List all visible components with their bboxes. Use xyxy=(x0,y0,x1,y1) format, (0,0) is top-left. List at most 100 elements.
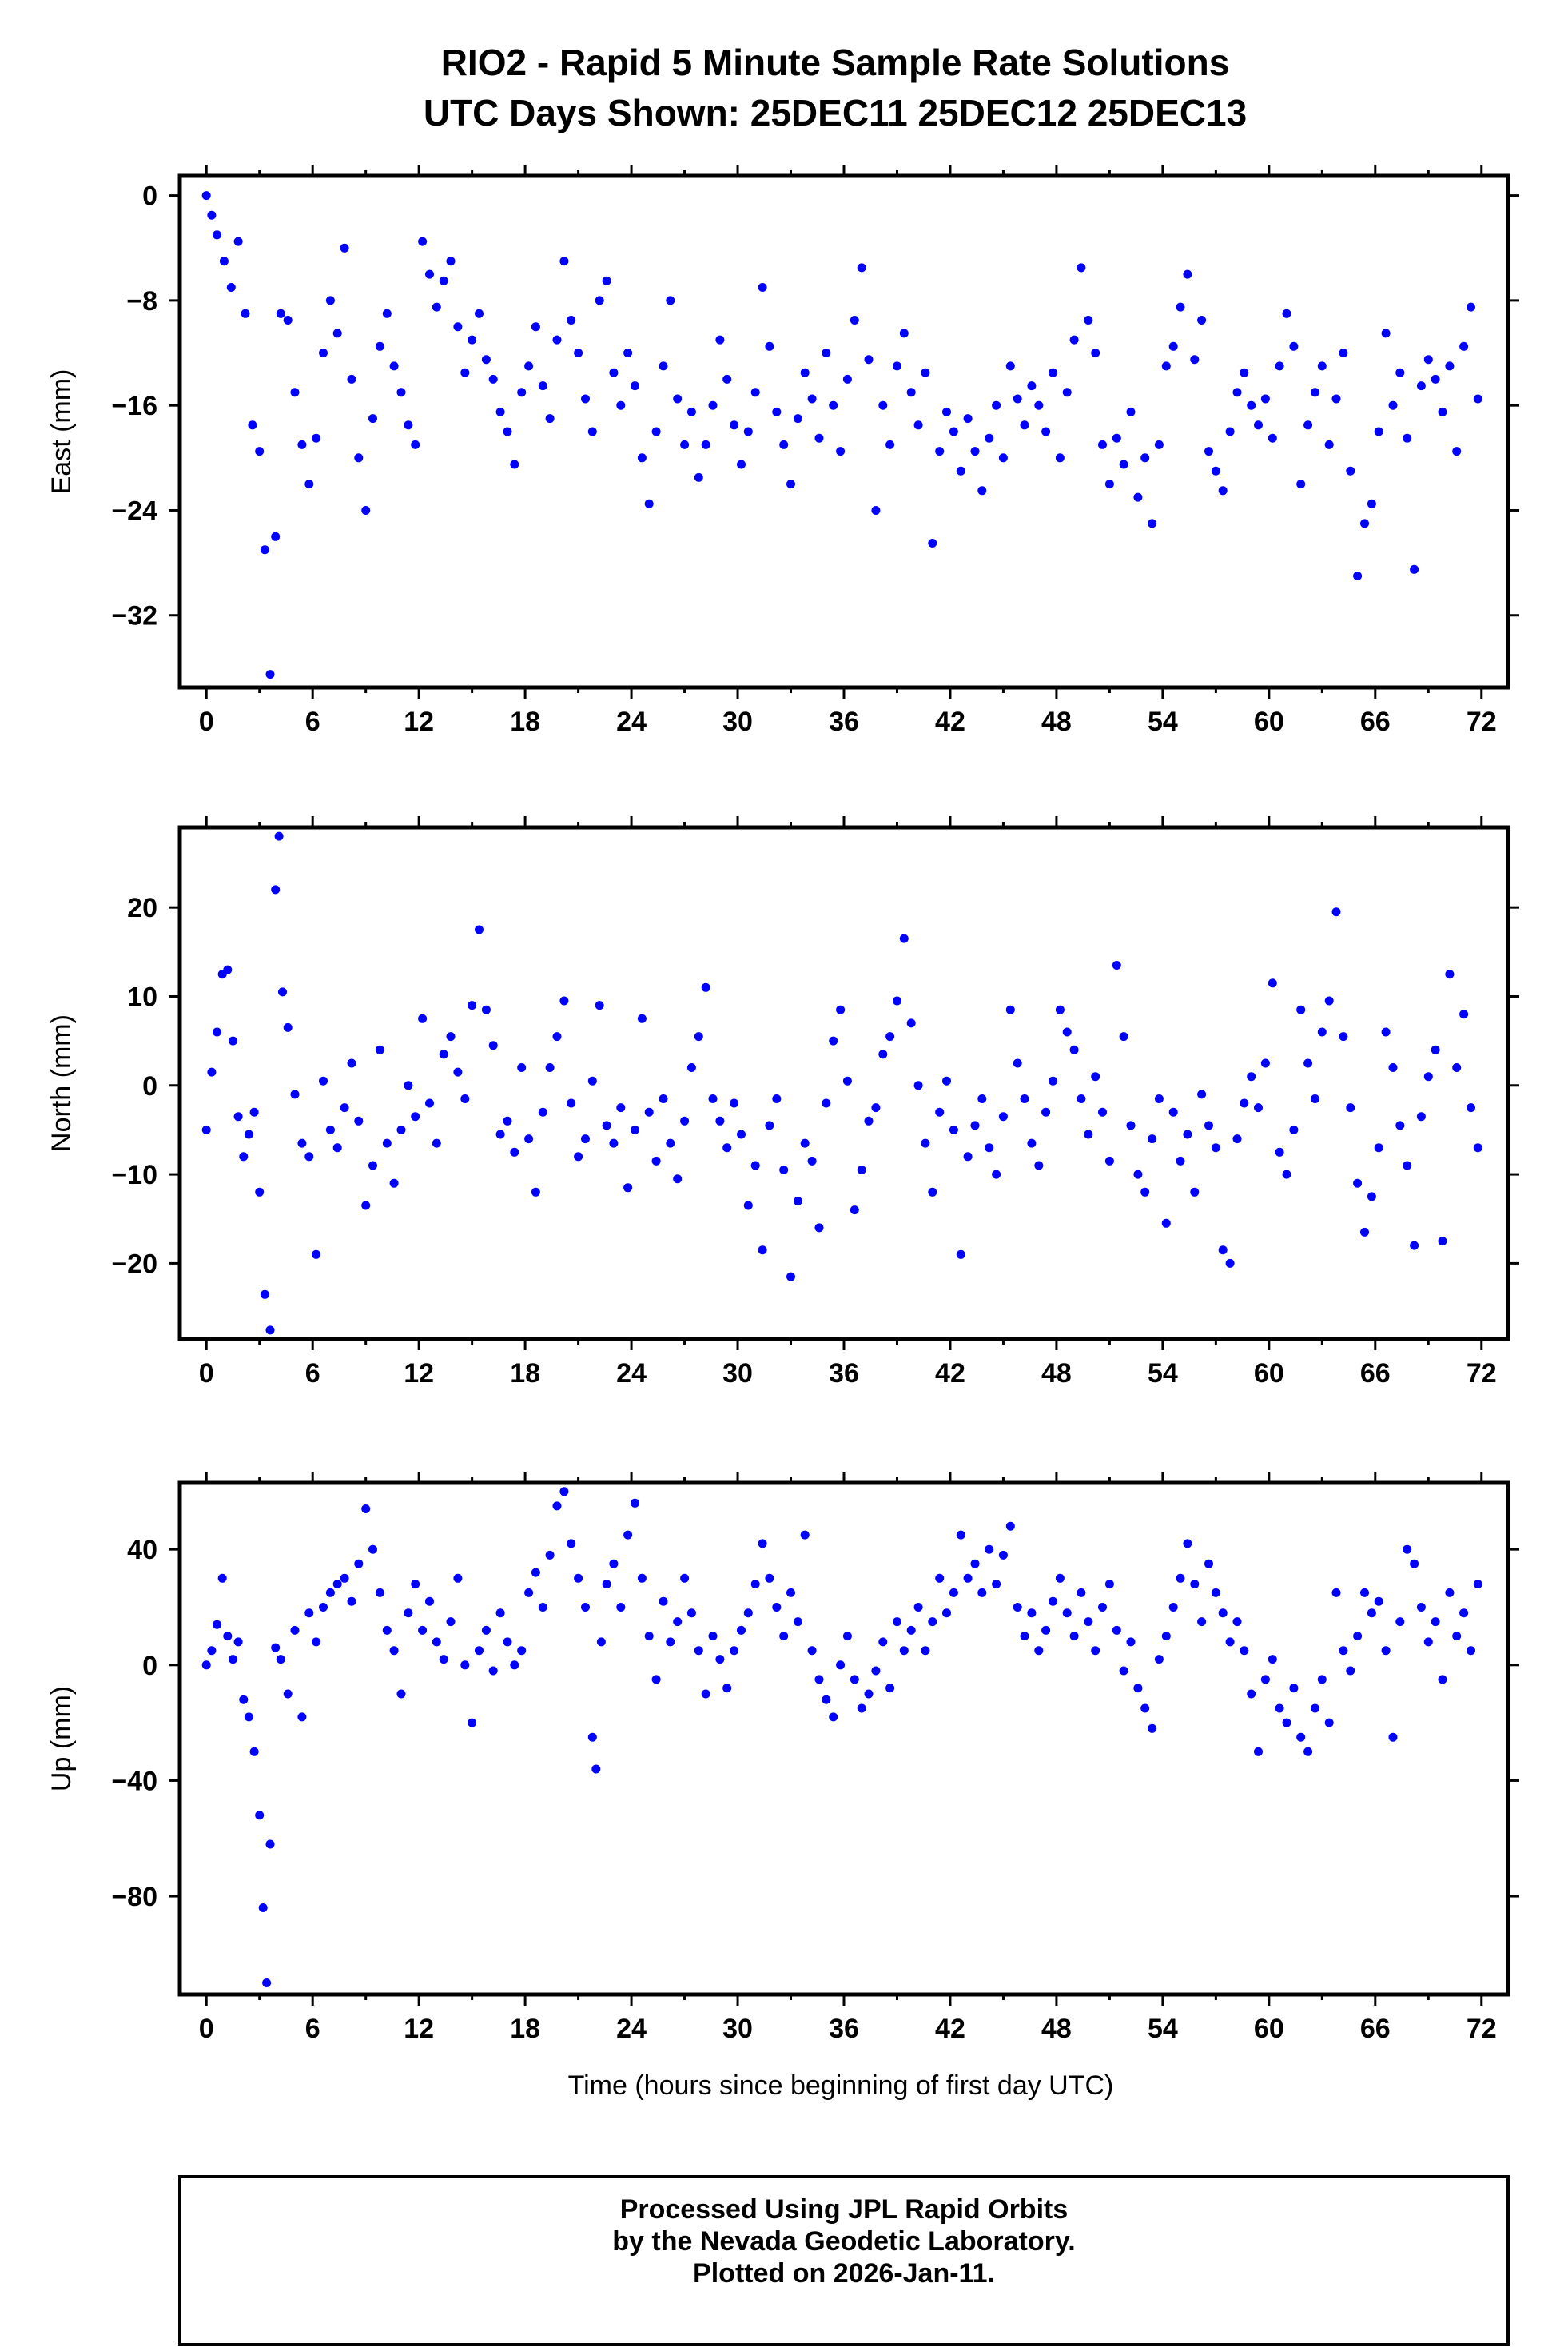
up-point xyxy=(389,1646,399,1656)
up-point xyxy=(265,1839,275,1849)
north-point xyxy=(587,1076,597,1086)
north-point xyxy=(319,1076,328,1086)
north-y-tick-label: 20 xyxy=(127,893,157,923)
north-point xyxy=(439,1050,448,1059)
up-point xyxy=(1339,1646,1348,1656)
up-point xyxy=(1041,1625,1051,1635)
north-point xyxy=(581,1134,590,1144)
north-point xyxy=(233,1112,243,1122)
east-point xyxy=(460,368,470,377)
up-point xyxy=(1148,1723,1157,1733)
east-point xyxy=(1077,263,1086,273)
up-point xyxy=(1360,1588,1369,1597)
east-point xyxy=(1084,316,1093,325)
east-point xyxy=(616,400,626,410)
north-point xyxy=(1374,1143,1383,1153)
east-point xyxy=(453,322,463,332)
north-point xyxy=(524,1134,534,1144)
up-point xyxy=(325,1588,335,1597)
east-point xyxy=(1119,460,1128,469)
east-point xyxy=(226,283,236,292)
east-point xyxy=(822,349,831,357)
east-point xyxy=(375,341,384,351)
north-point xyxy=(743,1201,753,1210)
east-point xyxy=(779,440,789,449)
north-point xyxy=(864,1116,874,1126)
east-point xyxy=(1403,433,1412,443)
north-point xyxy=(1346,1103,1355,1113)
north-x-tick-label: 24 xyxy=(616,1358,647,1389)
up-point xyxy=(1254,1747,1263,1756)
east-point xyxy=(1289,341,1299,351)
up-point xyxy=(1168,1603,1178,1612)
up-point xyxy=(686,1608,696,1618)
north-point xyxy=(609,1138,619,1148)
north-panel: 0 6 12 18 24 30 36 42 48 54 60 66 72 20 10 0 −10 −20 North… xyxy=(46,816,1519,1389)
east-point xyxy=(878,400,888,410)
up-point xyxy=(1374,1596,1383,1606)
north-point xyxy=(1260,1058,1270,1068)
up-point xyxy=(871,1666,881,1676)
north-point xyxy=(878,1050,888,1059)
east-point xyxy=(1232,388,1242,397)
up-point xyxy=(1410,1559,1419,1568)
up-point xyxy=(602,1580,611,1589)
up-point xyxy=(878,1637,888,1647)
up-point xyxy=(312,1637,321,1647)
up-point xyxy=(850,1675,859,1684)
up-panel: 0 6 12 18 24 30 36 42 48 54 60 66 72 40 0 −40 −80 Up (mm) xyxy=(46,1472,1519,2044)
up-y-tick-label: 0 xyxy=(142,1651,157,1681)
north-point xyxy=(552,1032,562,1042)
north-y-tick-label: −20 xyxy=(111,1249,157,1279)
east-point xyxy=(1431,374,1440,384)
east-point xyxy=(241,309,250,318)
up-point xyxy=(1367,1608,1376,1618)
up-x-tick-label: 48 xyxy=(1041,2014,1072,2044)
north-point xyxy=(559,996,569,1006)
east-point xyxy=(651,427,661,436)
up-point xyxy=(1204,1559,1213,1568)
north-point xyxy=(1126,1121,1136,1130)
east-point xyxy=(644,499,654,508)
up-point xyxy=(1161,1632,1171,1641)
up-point xyxy=(439,1655,448,1664)
up-point xyxy=(637,1573,647,1583)
north-point xyxy=(481,1005,491,1014)
north-point xyxy=(701,982,710,992)
up-point xyxy=(368,1544,377,1554)
up-point xyxy=(800,1530,810,1540)
north-point xyxy=(1303,1058,1313,1068)
up-point xyxy=(1473,1580,1482,1589)
up-x-tick-label: 18 xyxy=(510,2014,540,2044)
east-point xyxy=(1438,407,1447,416)
north-point xyxy=(361,1201,371,1210)
up-point xyxy=(239,1695,249,1704)
up-point xyxy=(1126,1637,1136,1647)
east-point xyxy=(468,335,477,345)
north-point xyxy=(680,1116,690,1126)
east-point xyxy=(1324,440,1334,449)
up-point xyxy=(223,1632,233,1641)
north-point xyxy=(637,1014,647,1023)
up-point xyxy=(244,1712,253,1722)
up-point xyxy=(475,1646,484,1656)
north-point xyxy=(1275,1147,1284,1157)
up-point xyxy=(481,1625,491,1635)
north-point xyxy=(1445,970,1455,979)
north-point xyxy=(1317,1027,1327,1037)
east-point xyxy=(750,388,760,397)
north-point xyxy=(1296,1005,1306,1014)
up-x-tick-label: 36 xyxy=(829,2014,859,2044)
up-point xyxy=(503,1637,512,1647)
up-point xyxy=(425,1596,434,1606)
east-point xyxy=(1367,499,1376,508)
north-point xyxy=(229,1036,237,1046)
north-point xyxy=(850,1205,859,1215)
up-point xyxy=(985,1544,994,1554)
east-point xyxy=(715,335,725,345)
east-panel: 0 6 12 18 24 30 36 42 48 54 60 66 72 0 −8 −16 −24 −32 East… xyxy=(46,165,1519,737)
up-x-tick-label: 24 xyxy=(616,2014,647,2044)
east-point xyxy=(623,349,633,357)
up-point xyxy=(1140,1703,1150,1713)
